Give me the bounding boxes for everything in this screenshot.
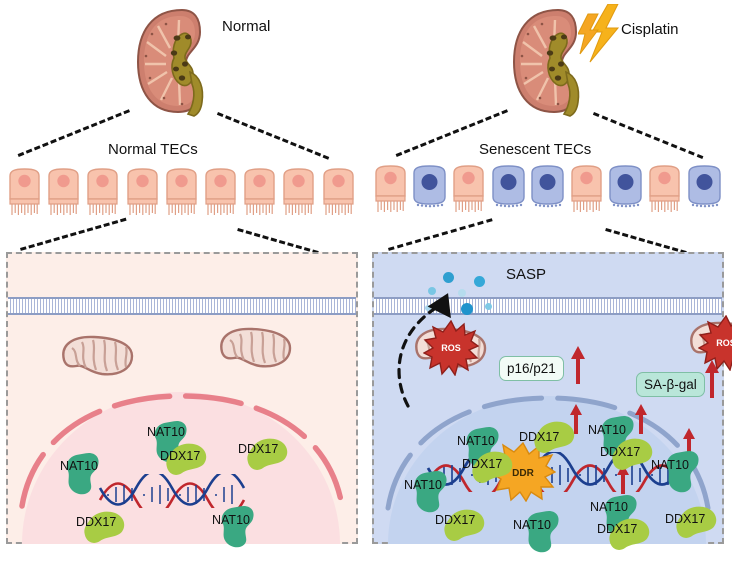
protein-ddx17-icon xyxy=(530,415,580,457)
sasp-particle xyxy=(458,289,466,297)
protein-label: DDX17 xyxy=(597,522,638,536)
sasp-particle xyxy=(484,302,492,310)
ros-burst-icon: ROS xyxy=(697,314,732,372)
tec-cell-normal xyxy=(241,168,278,218)
up-arrow-icon xyxy=(616,464,630,499)
svg-text:ROS: ROS xyxy=(441,343,461,353)
tec-cell-normal xyxy=(202,168,239,218)
protein-label: DDX17 xyxy=(462,457,503,471)
protein-label: DDX17 xyxy=(665,512,706,526)
up-arrow-icon xyxy=(682,428,696,463)
normal-panel: Normal Normal TECs xyxy=(0,0,366,550)
protein-label: NAT10 xyxy=(590,500,628,514)
tec-cell-normal xyxy=(163,168,200,218)
tec-cell-normal xyxy=(450,165,487,215)
nuclear-envelope-icon xyxy=(14,386,350,561)
protein-label: NAT10 xyxy=(513,518,551,532)
protein-label: DDX17 xyxy=(238,442,279,456)
protein-ddx17-icon xyxy=(608,432,658,474)
protein-label: NAT10 xyxy=(147,425,185,439)
protein-label: DDX17 xyxy=(519,430,560,444)
protein-label: DDX17 xyxy=(160,449,201,463)
lipid-bilayer-icon xyxy=(8,297,356,315)
tec-cell-senescent xyxy=(529,165,566,215)
sa-beta-gal-badge: SA-β-gal xyxy=(636,372,705,397)
sasp-particle xyxy=(473,275,485,287)
tec-cell-senescent xyxy=(411,165,448,215)
normal-tec-epithelium xyxy=(6,168,360,218)
senescent-tec-epithelium xyxy=(372,165,726,215)
tec-cell-normal xyxy=(45,168,82,218)
protein-label: DDX17 xyxy=(600,445,641,459)
protein-label: NAT10 xyxy=(588,423,626,437)
protein-nat10-icon xyxy=(660,448,706,496)
tec-title-normal: Normal TECs xyxy=(108,141,198,158)
kidney-icon xyxy=(506,6,610,118)
protein-label: NAT10 xyxy=(457,434,495,448)
up-arrow-icon xyxy=(634,404,648,439)
protein-label: NAT10 xyxy=(404,478,442,492)
condition-label-cisplatin: Cisplatin xyxy=(621,21,679,38)
tec-cell-normal xyxy=(84,168,121,218)
tec-cell-normal xyxy=(372,165,409,215)
sasp-particle xyxy=(425,305,431,311)
sasp-particle xyxy=(442,271,454,283)
protein-label: DDX17 xyxy=(76,515,117,529)
ros-burst-icon: ROS xyxy=(422,319,480,377)
cisplatin-panel: Cisplatin Senescent TECs SASP xyxy=(366,0,732,550)
svg-text:ROS: ROS xyxy=(716,338,732,348)
up-arrow-icon xyxy=(570,346,586,389)
mitochondrion-icon xyxy=(216,326,294,370)
tec-cell-senescent xyxy=(490,165,527,215)
mitochondrion-icon xyxy=(58,334,136,378)
protein-label: NAT10 xyxy=(651,458,689,472)
tec-cell-normal xyxy=(320,168,357,218)
tec-cell-normal xyxy=(568,165,605,215)
protein-ddx17-icon xyxy=(162,437,212,479)
protein-ddx17-icon xyxy=(672,500,722,542)
dna-double-helix-icon xyxy=(98,470,248,518)
protein-nat10-icon xyxy=(60,450,106,498)
protein-label: NAT10 xyxy=(60,459,98,473)
curved-arrow-icon xyxy=(386,280,476,415)
lightning-bolt-icon xyxy=(577,3,632,71)
protein-ddx17-icon xyxy=(80,505,130,547)
protein-ddx17-icon xyxy=(243,432,293,474)
tec-cell-normal xyxy=(280,168,317,218)
protein-nat10-icon xyxy=(408,468,454,516)
protein-ddx17-icon xyxy=(468,445,518,487)
connector-line xyxy=(592,112,704,159)
svg-text:DDR: DDR xyxy=(512,468,534,479)
connector-line xyxy=(20,217,127,251)
tec-cell-normal xyxy=(646,165,683,215)
sasp-particle xyxy=(461,303,473,315)
protein-label: NAT10 xyxy=(212,513,250,527)
tec-cell-normal xyxy=(124,168,161,218)
up-arrow-icon xyxy=(569,404,583,439)
tec-cell-senescent xyxy=(607,165,644,215)
protein-nat10-icon xyxy=(520,508,566,556)
protein-ddx17-icon xyxy=(440,503,490,545)
tec-cell-normal xyxy=(6,168,43,218)
sasp-particle xyxy=(428,287,436,295)
p16-p21-badge: p16/p21 xyxy=(499,356,564,381)
tec-cell-senescent xyxy=(686,165,723,215)
tec-title-senescent: Senescent TECs xyxy=(479,141,592,158)
connector-line xyxy=(388,218,493,251)
connector-line xyxy=(216,112,330,160)
protein-label: DDX17 xyxy=(435,513,476,527)
protein-ddx17-icon xyxy=(605,512,655,554)
kidney-icon xyxy=(130,6,234,118)
up-arrow-icon xyxy=(704,360,720,403)
sasp-label: SASP xyxy=(506,266,547,283)
condition-label-normal: Normal xyxy=(222,18,271,35)
protein-nat10-icon xyxy=(215,503,261,551)
